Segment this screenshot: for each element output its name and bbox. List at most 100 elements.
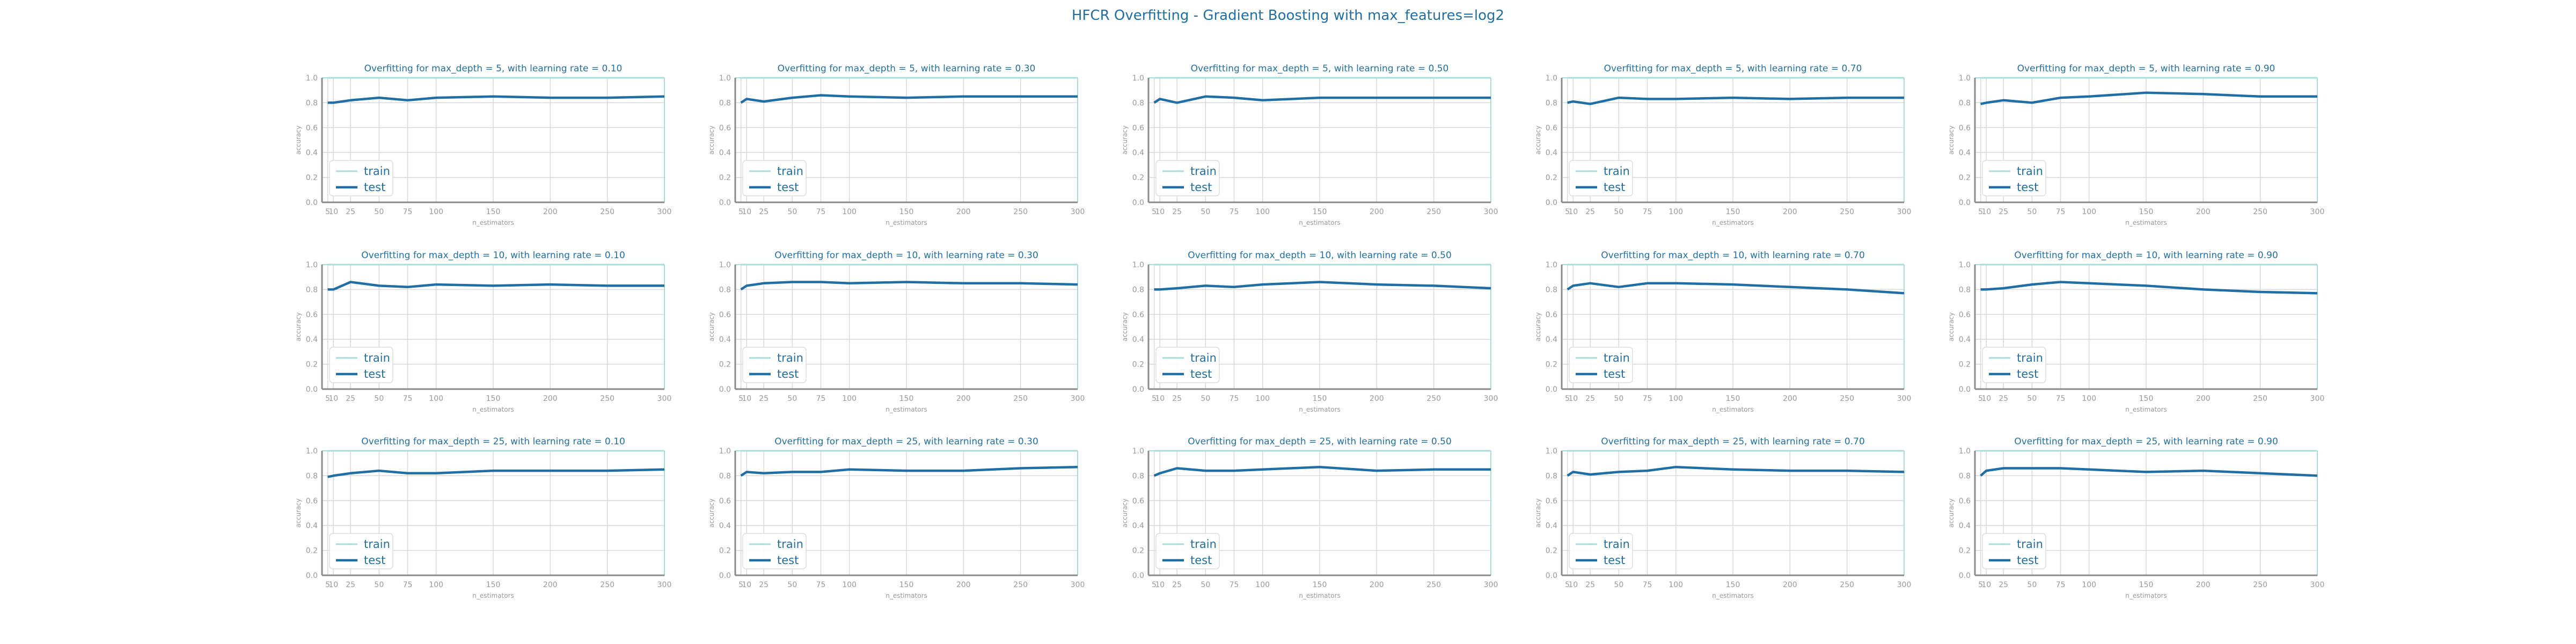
x-tick-label: 100 <box>429 394 443 403</box>
legend-label-test: test <box>777 181 799 194</box>
x-tick-label: 5 <box>1978 208 1983 216</box>
legend-label-test: test <box>2017 181 2038 194</box>
y-tick-label: 0.8 <box>719 286 731 294</box>
y-tick-label: 0.0 <box>1546 385 1557 394</box>
x-tick-label: 5 <box>1565 394 1570 403</box>
x-tick-label: 200 <box>543 581 558 589</box>
x-tick-label: 25 <box>1172 394 1182 403</box>
subplot-title: Overfitting for max_depth = 25, with lea… <box>361 436 625 447</box>
subplot-title: Overfitting for max_depth = 25, with lea… <box>1188 436 1452 447</box>
series-line-test <box>1154 281 1491 291</box>
subplot-title: Overfitting for max_depth = 25, with lea… <box>2014 436 2278 447</box>
y-tick-label: 0.6 <box>1959 311 1971 319</box>
x-axis-label: n_estimators <box>1712 592 1754 599</box>
x-tick-label: 200 <box>2196 208 2211 216</box>
y-axis-label: accuracy <box>1948 312 1955 341</box>
y-tick-label: 0.2 <box>306 361 318 369</box>
y-tick-label: 0.4 <box>306 149 318 157</box>
x-tick-label: 200 <box>1370 394 1384 403</box>
legend-label-train: train <box>1190 538 1217 551</box>
x-tick-label: 150 <box>1726 208 1740 216</box>
y-tick-label: 0.0 <box>306 385 318 394</box>
y-tick-label: 0.6 <box>719 124 731 133</box>
x-tick-label: 50 <box>374 581 384 589</box>
x-tick-label: 300 <box>1071 208 1085 216</box>
y-tick-label: 1.0 <box>1546 447 1557 456</box>
x-tick-label: 75 <box>1643 208 1652 216</box>
x-tick-label: 150 <box>486 581 501 589</box>
x-tick-label: 150 <box>1726 394 1740 403</box>
x-tick-label: 50 <box>1201 394 1210 403</box>
y-axis-label: accuracy <box>1121 126 1129 155</box>
x-tick-label: 5 <box>1152 208 1157 216</box>
legend-label-train: train <box>1190 165 1217 178</box>
x-tick-label: 250 <box>1426 581 1441 589</box>
y-axis-label: accuracy <box>708 312 715 341</box>
y-tick-label: 0.0 <box>1546 199 1557 207</box>
y-axis-label: accuracy <box>295 499 302 528</box>
x-tick-label: 300 <box>657 394 672 403</box>
x-tick-label: 50 <box>374 394 384 403</box>
legend-label-test: test <box>1604 554 1625 567</box>
x-tick-label: 5 <box>1152 581 1157 589</box>
legend-label-train: train <box>1604 538 1630 551</box>
y-tick-label: 0.4 <box>1132 522 1144 530</box>
x-tick-label: 250 <box>1426 394 1441 403</box>
x-axis-label: n_estimators <box>2125 592 2167 599</box>
y-tick-label: 0.6 <box>1959 124 1971 133</box>
series-line-test <box>327 281 664 291</box>
x-tick-label: 10 <box>1981 208 1991 216</box>
x-tick-label: 25 <box>759 394 769 403</box>
subplot-title: Overfitting for max_depth = 10, with lea… <box>774 250 1038 261</box>
y-tick-label: 0.6 <box>719 311 731 319</box>
y-axis-label: accuracy <box>708 126 715 155</box>
x-tick-label: 10 <box>742 394 751 403</box>
x-tick-label: 10 <box>1568 208 1578 216</box>
legend-label-train: train <box>364 538 390 551</box>
y-tick-label: 0.2 <box>1959 547 1971 555</box>
series-line-test <box>327 468 665 478</box>
x-tick-label: 300 <box>1484 208 1498 216</box>
x-tick-label: 200 <box>1370 208 1384 216</box>
y-axis-label: accuracy <box>1121 312 1129 341</box>
y-tick-label: 0.2 <box>1132 174 1144 182</box>
x-tick-label: 75 <box>1230 581 1239 589</box>
x-tick-label: 10 <box>742 581 751 589</box>
y-tick-label: 0.8 <box>1959 286 1971 294</box>
legend-label-test: test <box>364 368 385 380</box>
x-tick-label: 100 <box>2082 581 2096 589</box>
series-line-test <box>740 281 1078 291</box>
y-tick-label: 0.2 <box>1546 174 1557 182</box>
x-tick-label: 50 <box>2027 581 2037 589</box>
x-tick-label: 50 <box>787 581 797 589</box>
x-tick-label: 150 <box>2139 581 2154 589</box>
x-tick-label: 25 <box>1585 581 1595 589</box>
subplot-title: Overfitting for max_depth = 10, with lea… <box>2014 250 2278 261</box>
series-line-test <box>1567 282 1905 295</box>
figure-suptitle: HFCR Overfitting - Gradient Boosting wit… <box>1071 8 1505 24</box>
y-tick-label: 1.0 <box>306 74 318 83</box>
series-line-test <box>1567 465 1905 477</box>
y-tick-label: 0.4 <box>1959 522 1971 530</box>
legend-label-test: test <box>2017 368 2038 380</box>
x-tick-label: 10 <box>1155 581 1165 589</box>
x-tick-label: 50 <box>2027 208 2037 216</box>
x-tick-label: 300 <box>1897 581 1912 589</box>
x-tick-label: 250 <box>1840 581 1854 589</box>
y-tick-label: 1.0 <box>1959 74 1971 83</box>
x-tick-label: 200 <box>1783 208 1797 216</box>
legend-label-test: test <box>364 181 385 194</box>
legend-label-train: train <box>1604 352 1630 364</box>
series-line-test <box>1153 465 1491 477</box>
subplot-15: 0.0 0.2 0.4 0.6 0.8 1.0 510 25 50 75 100 150 200 250 3… <box>1948 436 2324 599</box>
x-tick-label: 5 <box>325 581 330 589</box>
y-tick-label: 1.0 <box>306 261 318 269</box>
x-axis-label: n_estimators <box>472 219 514 226</box>
y-axis-label: accuracy <box>1534 312 1542 341</box>
y-tick-label: 0.6 <box>306 124 318 133</box>
y-tick-label: 0.8 <box>719 472 731 480</box>
x-tick-label: 75 <box>1643 394 1652 403</box>
y-axis-label: accuracy <box>1948 126 1955 155</box>
x-tick-label: 50 <box>1614 394 1623 403</box>
x-tick-label: 300 <box>2310 581 2325 589</box>
